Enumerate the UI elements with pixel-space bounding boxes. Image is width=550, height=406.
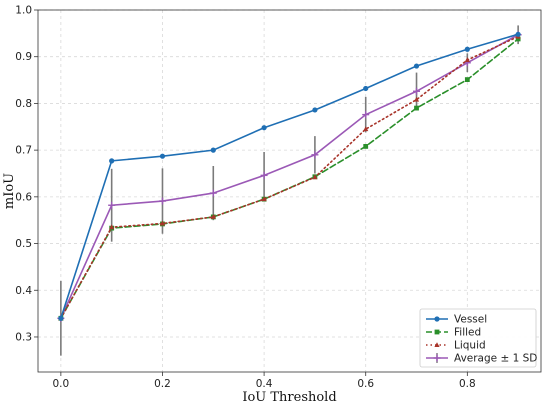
data-point: [413, 87, 421, 95]
y-tick-label: 0.5: [15, 238, 32, 250]
series-liquid: [58, 33, 521, 321]
series-average-1-sd: [57, 31, 522, 322]
data-point: [515, 31, 521, 37]
data-point: [210, 147, 216, 153]
legend-item: Filled: [426, 327, 481, 339]
legend-item: Average ± 1 SD: [426, 353, 537, 365]
data-point: [109, 224, 115, 230]
data-point: [413, 63, 420, 69]
legend-box: [419, 308, 537, 368]
y-tick-label: 0.7: [15, 145, 32, 157]
data-point: [261, 196, 267, 202]
y-axis-label: mIoU: [2, 173, 17, 209]
plot-area-frame: [37, 9, 542, 373]
series-line: [60, 35, 519, 320]
legend-label: Vessel: [454, 314, 487, 326]
x-axis-label: IoU Threshold: [242, 390, 336, 405]
data-point: [209, 189, 217, 197]
y-tick-label: 0.9: [15, 51, 32, 63]
data-point: [261, 125, 267, 131]
error-bars: [60, 25, 519, 356]
data-point: [159, 153, 166, 159]
data-point: [363, 126, 369, 132]
data-point: [363, 143, 369, 149]
data-point: [464, 57, 470, 62]
series-line: [60, 38, 519, 320]
data-point: [109, 158, 115, 164]
data-point: [311, 151, 319, 159]
data-point: [159, 220, 166, 226]
x-tick-label: 0.8: [459, 378, 476, 390]
data-point: [434, 342, 440, 347]
data-point: [312, 107, 318, 113]
data-point: [312, 174, 318, 180]
x-tick-label: 0.6: [357, 378, 374, 390]
legend-label: Filled: [454, 327, 481, 339]
data-point: [260, 171, 268, 179]
series-vessel: [58, 31, 521, 321]
y-tick-label: 0.3: [15, 331, 32, 343]
series-line: [60, 33, 519, 320]
data-point: [414, 105, 419, 111]
data-point: [515, 36, 521, 42]
x-tick-label: 0.0: [53, 378, 70, 390]
y-tick-label: 1.0: [15, 5, 32, 17]
data-point: [108, 201, 116, 209]
y-tick-label: 0.8: [15, 98, 32, 110]
x-tick-label: 0.2: [154, 378, 171, 390]
data-point: [363, 85, 369, 92]
data-point: [362, 111, 370, 119]
legend-label: Liquid: [454, 340, 486, 352]
x-tick-label: 0.4: [256, 378, 273, 390]
data-point: [413, 96, 420, 102]
data-point: [434, 316, 440, 322]
data-point: [464, 46, 470, 52]
series-lines: [57, 31, 522, 322]
data-point: [464, 77, 470, 82]
data-point: [433, 354, 441, 362]
data-point: [58, 315, 64, 321]
legend-label: Average ± 1 SD: [454, 353, 537, 365]
y-tick-label: 0.4: [15, 285, 32, 297]
series-filled: [58, 36, 521, 321]
data-point: [434, 329, 440, 335]
data-point: [158, 197, 166, 205]
data-point: [210, 214, 216, 219]
series-line: [60, 33, 519, 320]
y-tick-label: 0.6: [15, 191, 32, 203]
legend-item: Vessel: [426, 314, 487, 326]
axis-ticks: 0.0 0.2 0.4 0.6 0.8 0.3 0.4 0.5 0.6 0.7 0.8 0.9 1.0: [15, 5, 475, 391]
legend-item: Liquid: [426, 340, 486, 352]
